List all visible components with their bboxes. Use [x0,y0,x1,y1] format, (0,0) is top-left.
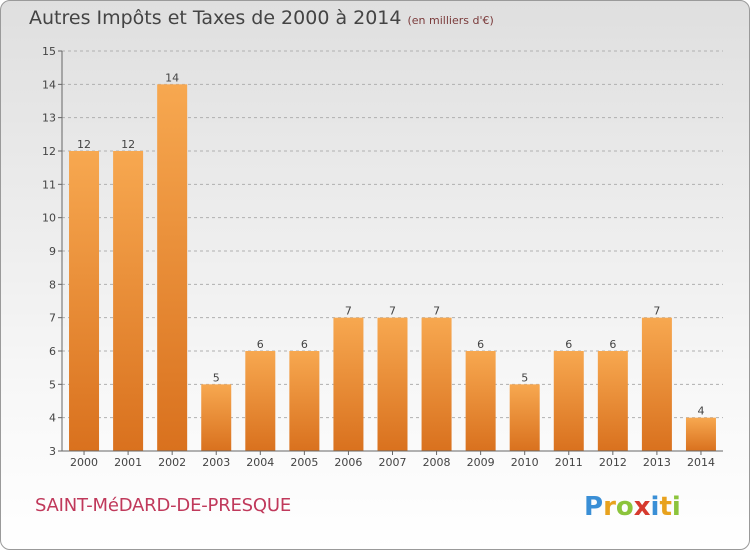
value-label: 4 [697,405,704,418]
value-label: 12 [77,138,91,151]
x-tick-label: 2009 [467,456,495,469]
bar-2008 [421,317,452,451]
x-tick-label: 2006 [334,456,362,469]
x-tick-label: 2008 [423,456,451,469]
x-tick-label: 2010 [511,456,539,469]
x-tick-label: 2012 [599,456,627,469]
bar-2012 [597,351,628,451]
y-tick-label: 14 [42,78,56,91]
value-label: 6 [609,338,616,351]
bar-2006 [333,317,364,451]
bar-2001 [113,151,144,451]
bar-2000 [69,151,100,451]
y-tick-label: 5 [49,378,56,391]
x-tick-label: 2013 [643,456,671,469]
value-label: 7 [389,305,396,318]
y-tick-label: 3 [49,445,56,458]
commune-name: SAINT-MéDARD-DE-PRESQUE [35,495,292,516]
x-tick-label: 2002 [158,456,186,469]
y-tick-label: 12 [42,145,56,158]
bar-2003 [201,384,232,451]
value-label: 6 [477,338,484,351]
value-label: 7 [653,305,660,318]
chart-title: Autres Impôts et Taxes de 2000 à 2014 (en… [29,7,494,29]
y-tick-label: 10 [42,212,56,225]
value-label: 6 [565,338,572,351]
value-label: 5 [521,371,528,384]
y-tick-label: 4 [49,412,56,425]
value-label: 12 [121,138,135,151]
bars: 12 12 14 5 6 6 7 7 7 6 5 6 6 7 4 [69,71,716,451]
x-tick-label: 2005 [290,456,318,469]
y-tick-label: 8 [49,278,56,291]
axes: 3 4 5 6 7 8 9 10 11 12 13 14 15 2000 2001 2002 2003 2004 2… [42,45,723,469]
x-tick-label: 2004 [246,456,274,469]
x-tick-label: 2001 [114,456,142,469]
value-label: 7 [345,305,352,318]
bar-2014 [685,417,716,451]
chart-subtitle: (en milliers d'€) [407,14,494,27]
y-tick-label: 9 [49,245,56,258]
y-tick-label: 15 [42,45,56,58]
bar-2010 [509,384,540,451]
bar-2002 [157,84,188,451]
x-tick-label: 2007 [379,456,407,469]
y-tick-label: 6 [49,345,56,358]
bar-2009 [465,351,496,451]
bar-2011 [553,351,584,451]
x-tick-label: 2003 [202,456,230,469]
y-tick-label: 11 [42,178,56,191]
y-tick-label: 13 [42,112,56,125]
value-label: 6 [301,338,308,351]
bar-2007 [377,317,408,451]
bar-2013 [641,317,672,451]
x-tick-label: 2014 [687,456,715,469]
bar-2005 [289,351,320,451]
bar-2004 [245,351,276,451]
chart-title-text: Autres Impôts et Taxes de 2000 à 2014 [29,7,402,29]
x-tick-label: 2011 [555,456,583,469]
svg-text:Proxiti: Proxiti [584,492,681,522]
proxiti-logo: Proxiti [584,492,681,522]
y-tick-label: 7 [49,312,56,325]
value-label: 5 [213,371,220,384]
x-tick-label: 2000 [70,456,98,469]
value-label: 6 [257,338,264,351]
value-label: 7 [433,305,440,318]
value-label: 14 [165,71,179,84]
